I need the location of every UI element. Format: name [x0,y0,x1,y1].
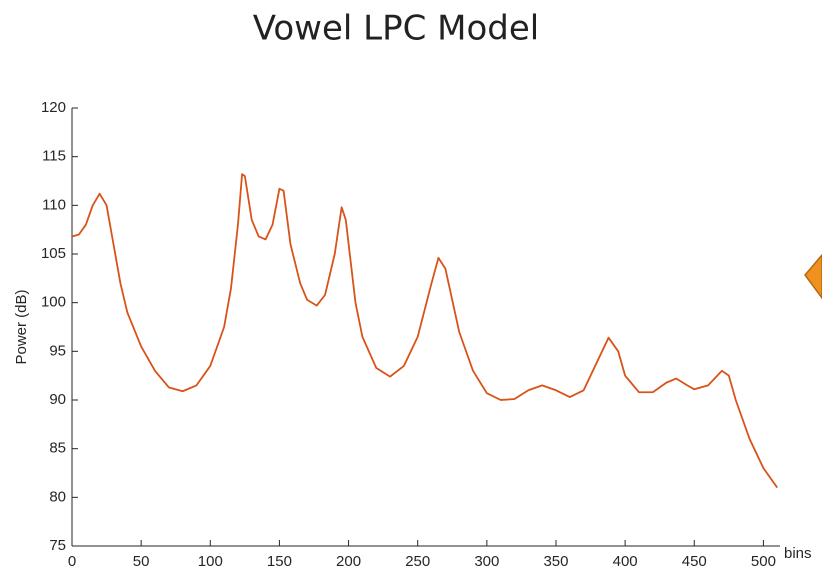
y-axis-label: Power (dB) [13,289,30,364]
x-tick-label: 400 [613,553,638,570]
y-tick-label: 115 [42,148,66,165]
y-tick-label: 105 [41,245,66,262]
x-tick-label: 500 [751,553,776,570]
y-tick-label: 120 [41,99,66,116]
x-tick-label: 350 [543,553,568,570]
x-axis-label: bins [784,545,812,562]
chart-title: Vowel LPC Model [253,9,539,49]
y-tick-label: 80 [49,488,66,505]
x-tick-label: 250 [405,553,430,570]
x-tick-label: 150 [267,553,292,570]
y-tick-label: 75 [49,537,66,554]
x-tick-label: 450 [682,553,707,570]
y-tick-label: 85 [49,440,66,457]
y-tick-label: 90 [49,391,66,408]
y-tick-label: 110 [42,196,66,213]
x-tick-label: 300 [474,553,499,570]
x-tick-label: 100 [198,553,223,570]
y-tick-label: 95 [49,342,66,359]
y-tick-label: 100 [41,294,66,311]
decoration-diamond [804,253,822,300]
x-tick-label: 50 [133,553,150,570]
x-tick-label: 0 [68,553,76,570]
data-line [71,173,778,489]
x-tick-label: 200 [336,553,361,570]
